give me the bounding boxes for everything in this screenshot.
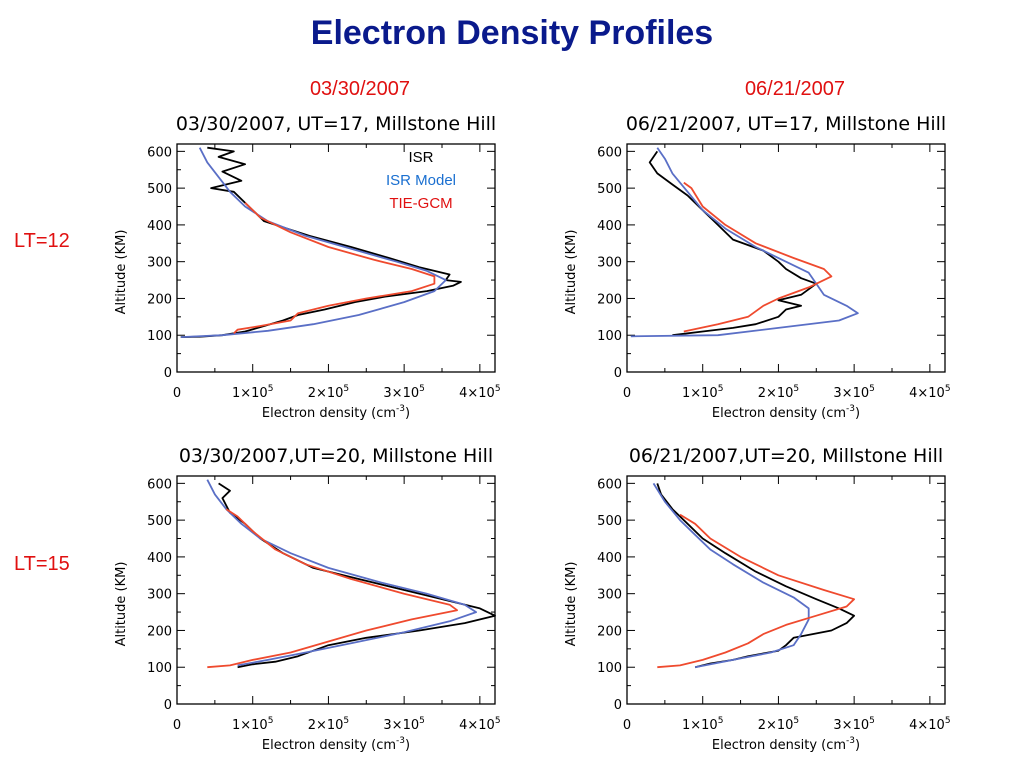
x-tick-label: 1×105 [232, 716, 273, 733]
x-axis-label: Electron density (cm-3) [712, 404, 860, 421]
y-tick-label: 100 [147, 661, 172, 676]
column-label-march: 03/30/2007 [309, 78, 411, 100]
y-axis-label: Altitude (KM) [114, 230, 129, 315]
slide-title: Electron Density Profiles [310, 14, 714, 52]
y-tick-label: 500 [147, 514, 172, 529]
x-tick-label: 3×105 [383, 384, 424, 401]
x-tick-label: 0 [173, 386, 181, 401]
series-line-tie-gcm [233, 202, 436, 335]
y-tick-label: 200 [597, 624, 622, 639]
y-tick-label: 100 [147, 329, 172, 344]
x-tick-label: 2×105 [758, 716, 799, 733]
series-line-isr-model [652, 482, 810, 669]
x-tick-label: 0 [623, 386, 631, 401]
y-tick-label: 200 [147, 624, 172, 639]
x-tick-label: 0 [623, 718, 631, 733]
x-axis-label: Electron density (cm-3) [262, 404, 410, 421]
y-tick-label: 500 [147, 182, 172, 197]
x-tick-label: 1×105 [682, 384, 723, 401]
series-line-tie-gcm [657, 513, 855, 669]
chart-panel-2: 06/21/2007, UT=17, Millstone Hill 0 100 200… [564, 113, 951, 421]
legend: ISR ISR Model TIE-GCM [365, 146, 477, 215]
row-label-lt12: LT=12 [14, 230, 70, 252]
x-axis-label: Electron density (cm-3) [262, 736, 410, 753]
legend-entry-isr-model: ISR Model [385, 172, 457, 189]
y-tick-label: 500 [597, 514, 622, 529]
y-tick-label: 0 [614, 366, 622, 381]
y-tick-label: 500 [597, 182, 622, 197]
series-line-tie-gcm [683, 181, 833, 333]
y-tick-label: 100 [597, 661, 622, 676]
plot-frame [626, 143, 946, 373]
x-tick-label: 3×105 [833, 384, 874, 401]
x-tick-label: 4×105 [459, 384, 500, 401]
y-axis-label: Altitude (KM) [564, 230, 579, 315]
series-line-isr [648, 150, 818, 337]
legend-entry-tie-gcm: TIE-GCM [389, 195, 453, 212]
x-tick-label: 3×105 [383, 716, 424, 733]
x-tick-label: 2×105 [758, 384, 799, 401]
plot-frame [626, 475, 946, 705]
x-tick-label: 1×105 [232, 384, 273, 401]
x-tick-label: 3×105 [833, 716, 874, 733]
y-tick-label: 0 [164, 366, 172, 381]
y-tick-label: 600 [597, 477, 622, 492]
y-tick-label: 400 [147, 551, 172, 566]
series-line-isr-model [630, 147, 859, 338]
series-line-isr-model [206, 479, 477, 667]
series-line-isr [180, 146, 462, 338]
y-tick-label: 400 [597, 551, 622, 566]
y-tick-label: 600 [147, 477, 172, 492]
y-tick-label: 100 [597, 329, 622, 344]
y-tick-label: 600 [597, 145, 622, 160]
y-tick-label: 400 [597, 219, 622, 234]
y-tick-label: 400 [147, 219, 172, 234]
y-axis-label: Altitude (KM) [114, 562, 129, 647]
x-tick-label: 2×105 [308, 716, 349, 733]
panel-title: 06/21/2007,UT=20, Millstone Hill [629, 445, 943, 467]
y-tick-label: 300 [147, 588, 172, 603]
x-tick-label: 1×105 [682, 716, 723, 733]
chart-panel-3: 03/30/2007,UT=20, Millstone Hill 0 100 200 3… [114, 445, 501, 753]
chart-panel-1: 03/30/2007, UT=17, Millstone Hill 0 100 200… [114, 113, 501, 421]
panel-title: 03/30/2007,UT=20, Millstone Hill [179, 445, 493, 467]
y-tick-label: 600 [147, 145, 172, 160]
series-line-isr-model [180, 147, 447, 338]
column-label-june: 06/21/2007 [744, 78, 846, 100]
plot-frame [176, 143, 496, 373]
y-tick-label: 200 [597, 292, 622, 307]
y-tick-label: 300 [597, 588, 622, 603]
y-tick-label: 0 [164, 698, 172, 713]
x-tick-label: 0 [173, 718, 181, 733]
legend-entry-isr: ISR [408, 149, 434, 166]
y-tick-label: 300 [147, 256, 172, 271]
x-tick-label: 4×105 [909, 384, 950, 401]
panel-title: 06/21/2007, UT=17, Millstone Hill [626, 113, 946, 135]
y-tick-label: 0 [614, 698, 622, 713]
y-tick-label: 300 [597, 256, 622, 271]
y-tick-label: 200 [147, 292, 172, 307]
row-label-lt15: LT=15 [14, 553, 70, 575]
series-line-tie-gcm [207, 508, 458, 669]
y-axis-label: Altitude (KM) [564, 562, 579, 647]
x-tick-label: 2×105 [308, 384, 349, 401]
plot-frame [176, 475, 496, 705]
x-tick-label: 4×105 [459, 716, 500, 733]
x-tick-label: 4×105 [909, 716, 950, 733]
x-axis-label: Electron density (cm-3) [712, 736, 860, 753]
chart-panel-4: 06/21/2007,UT=20, Millstone Hill 0 100 200 3… [564, 445, 951, 753]
panel-title: 03/30/2007, UT=17, Millstone Hill [176, 113, 496, 135]
